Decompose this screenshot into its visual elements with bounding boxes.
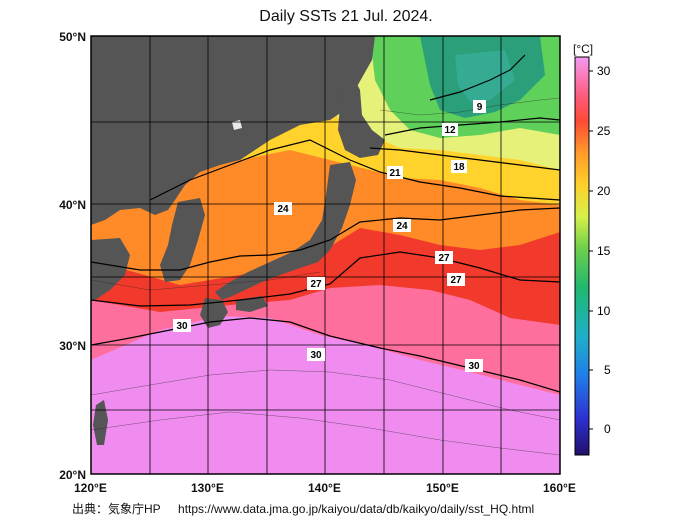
contour-label-21: 21	[387, 166, 403, 179]
svg-text:9: 9	[477, 102, 483, 113]
svg-text:12: 12	[444, 125, 456, 136]
svg-text:27: 27	[310, 279, 322, 290]
colorbar-tick-15: 15	[597, 244, 611, 258]
svg-text:18: 18	[453, 162, 465, 173]
taiwan-island	[93, 400, 108, 445]
svg-text:24: 24	[277, 204, 289, 215]
svg-text:30: 30	[176, 321, 188, 332]
colorbar-tick-30: 30	[597, 64, 611, 78]
colorbar-unit: [°C]	[573, 42, 594, 56]
isotherm-thin-1	[91, 369, 560, 421]
lat-label-20n: 20°N	[59, 468, 86, 482]
svg-text:24: 24	[396, 221, 408, 232]
contour-label-30-b: 30	[307, 348, 325, 361]
isotherm-18	[369, 147, 560, 171]
colorbar-tick-5: 5	[604, 363, 611, 377]
colorbar-tick-25: 25	[597, 124, 611, 138]
korea-peninsula	[160, 198, 205, 282]
map-title: Daily SSTs 21 Jul. 2024.	[259, 8, 433, 25]
contour-label-18: 18	[451, 160, 467, 173]
lon-label-120e: 120°E	[74, 481, 107, 495]
svg-text:21: 21	[389, 168, 401, 179]
lat-label-40n: 40°N	[59, 198, 86, 212]
contour-label-9: 9	[473, 100, 486, 113]
isotherm-27	[91, 251, 560, 307]
sst-cold-core	[455, 50, 515, 102]
source-label: 出典：気象庁HP	[72, 502, 161, 516]
lat-label-30n: 30°N	[59, 339, 86, 353]
lon-label-160e: 160°E	[543, 481, 576, 495]
lon-label-150e: 150°E	[426, 481, 459, 495]
contour-label-24-b: 24	[393, 219, 411, 232]
isotherm-24	[91, 207, 560, 271]
map-frame	[90, 35, 561, 475]
lat-label-50n: 50°N	[59, 30, 86, 44]
lon-label-130e: 130°E	[191, 481, 224, 495]
source-credit: 出典：気象庁HP https://www.data.jma.go.jp/kaiy…	[72, 500, 548, 517]
isotherm-thin-2	[91, 411, 560, 456]
isotherm-12	[384, 117, 560, 136]
colorbar-tick-0: 0	[604, 422, 611, 436]
china-coast	[91, 238, 130, 300]
colorbar-tick-20: 20	[597, 184, 611, 198]
svg-text:27: 27	[438, 253, 450, 264]
svg-text:27: 27	[450, 275, 462, 286]
colorbar-tick-10: 10	[597, 304, 611, 318]
isotherm-9	[429, 54, 526, 101]
contour-label-30-c: 30	[465, 359, 483, 372]
contour-label-27-a: 27	[435, 251, 453, 264]
sakhalin-hokkaido	[335, 70, 385, 158]
contour-label-27-b: 27	[447, 273, 465, 286]
isotherm-21	[149, 139, 560, 201]
small-island-north	[232, 120, 242, 130]
contour-label-30-a: 30	[173, 319, 191, 332]
asian-mainland	[91, 36, 375, 225]
contour-label-12: 12	[442, 123, 458, 136]
contour-label-24-a: 24	[274, 202, 292, 215]
svg-text:30: 30	[310, 350, 322, 361]
svg-text:30: 30	[468, 361, 480, 372]
colorbar	[574, 56, 590, 456]
source-url[interactable]: https://www.data.jma.go.jp/kaiyou/data/d…	[178, 502, 535, 516]
lon-label-140e: 140°E	[308, 481, 341, 495]
contour-label-27-c: 27	[307, 277, 325, 290]
honshu-island	[215, 162, 356, 300]
